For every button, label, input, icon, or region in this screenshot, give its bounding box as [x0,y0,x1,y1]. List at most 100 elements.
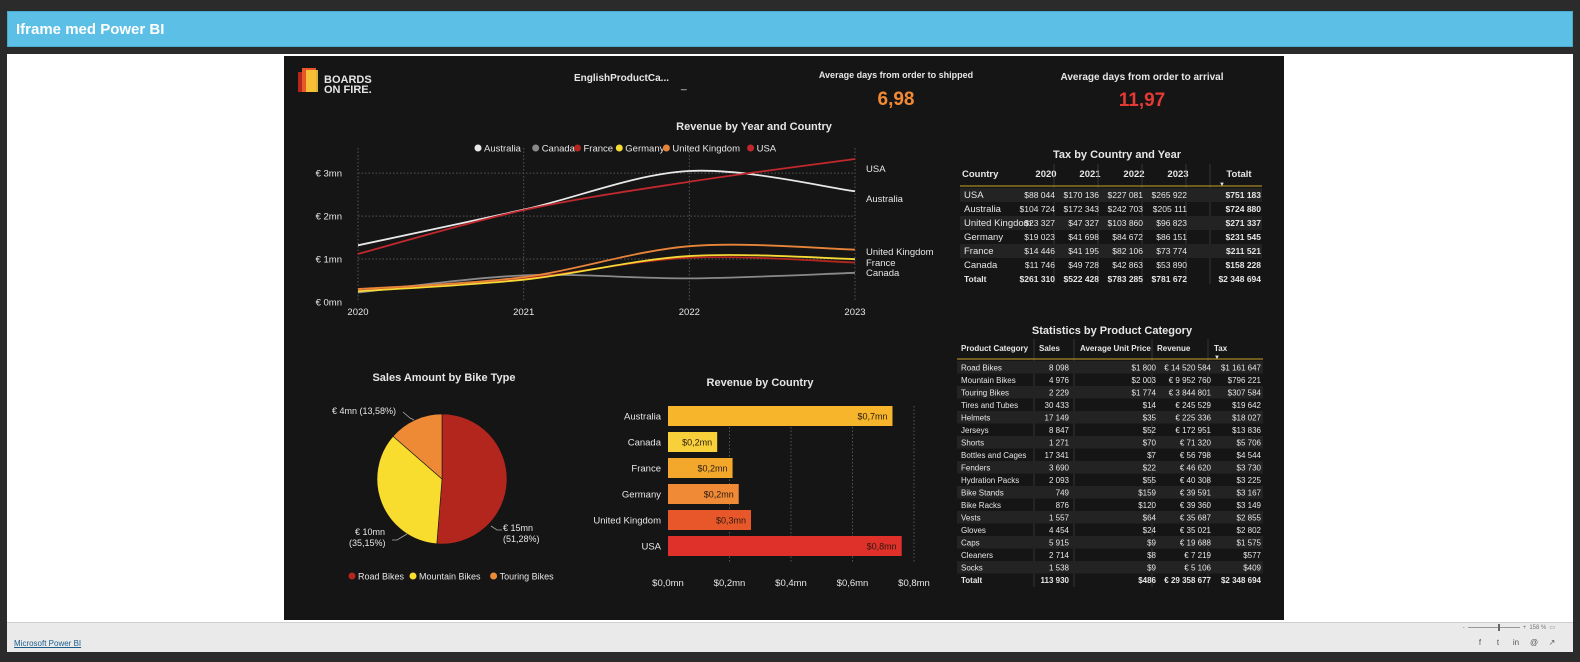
stats-cell-0-0: Road Bikes [961,364,1002,373]
stats-cell-8-3: € 46 620 [1180,464,1212,473]
pie-label-mountain-2: (35,15%) [349,538,386,548]
bar-data-label-2: $0,2mn [698,464,728,474]
tax-header-4: 2023 [1167,169,1188,180]
stats-cell-6-4: $5 706 [1237,439,1262,448]
stats-cell-2-2: $1 774 [1132,389,1157,398]
bar-chart[interactable]: $0,0mn $0,2mn $0,4mn $0,6mn $0,8mn Australia $… [593,406,930,589]
bar-x-tick-4: $0,8mn [898,578,930,589]
stats-cell-15-0: Cleaners [961,551,993,560]
tax-cell-0-1: $88 044 [1024,190,1055,200]
stats-cell-8-4: $3 730 [1237,464,1262,473]
tax-total-2: $522 428 [1064,274,1100,284]
tax-table-title: Tax by Country and Year [1053,149,1182,161]
pie-chart[interactable] [376,413,508,545]
stats-cell-15-4: $577 [1243,551,1261,560]
tax-cell-2-2: $47 327 [1068,218,1099,228]
fullscreen-icon[interactable]: ↗ [1548,638,1556,647]
facebook-icon[interactable]: f [1478,638,1482,647]
stats-cell-12-1: 1 557 [1049,514,1070,523]
stats-cell-14-4: $1 575 [1237,539,1262,548]
line-legend-label-5: USA [757,144,777,155]
tax-cell-2-1: $23 327 [1024,218,1055,228]
pie-label-road-1: € 15mn [503,523,533,533]
email-icon[interactable]: @ [1529,638,1539,647]
tax-cell-4-5: $211 521 [1226,246,1261,256]
stats-cell-9-0: Hydration Packs [961,476,1019,485]
tax-cell-0-0: USA [964,190,984,201]
pie-legend-marker-2 [490,572,498,580]
kpi-arrival-label: Average days from order to arrival [1060,72,1223,83]
pie-legend-marker-0 [348,572,356,580]
stats-cell-16-2: $9 [1147,564,1156,573]
tax-cell-1-5: $724 880 [1226,204,1262,214]
stats-cell-7-3: € 56 798 [1180,451,1212,460]
twitter-icon[interactable]: t [1496,638,1500,647]
tax-cell-0-5: $751 183 [1226,190,1262,200]
stats-cell-16-4: $409 [1243,564,1261,573]
slicer-value[interactable]: _ [680,80,687,91]
stats-cell-7-1: 17 341 [1045,451,1070,460]
line-series-australia [357,169,856,247]
iframe-container: BOARDS ON FIRE. EnglishProductCa... _ Av… [7,54,1573,622]
bar-data-label-1: $0,2mn [682,438,712,448]
stats-cell-11-3: € 39 360 [1180,501,1212,510]
pie-legend-marker-1 [409,572,417,580]
tax-cell-3-3: $84 672 [1112,232,1143,242]
tax-cell-1-3: $242 703 [1108,204,1144,214]
zoom-out-icon[interactable]: - [1462,624,1465,631]
pie-legend-label-2: Touring Bikes [500,572,555,582]
tax-cell-4-3: $82 106 [1112,246,1143,256]
stats-row-bg-10 [957,486,1263,499]
stats-cell-3-3: € 245 529 [1175,401,1211,410]
powerbi-link[interactable]: Microsoft Power BI [14,639,82,648]
tax-cell-1-1: $104 724 [1020,204,1056,214]
logo-line2: ON FIRE. [324,84,372,96]
zoom-slider[interactable] [1467,624,1520,631]
line-chart[interactable]: € 0mn € 1mn € 2mn € 3mn 2020 2021 2022 2023 USA A… [316,148,934,318]
tax-header-3: 2022 [1123,169,1144,180]
stats-cell-2-0: Touring Bikes [961,389,1009,398]
stats-cell-0-4: $1 161 647 [1221,364,1262,373]
stats-cell-5-0: Jerseys [961,426,989,435]
report-canvas: BOARDS ON FIRE. EnglishProductCa... _ Av… [298,68,1263,589]
linkedin-icon[interactable]: in [1512,638,1520,647]
stats-cell-14-0: Caps [961,539,980,548]
stats-cell-5-1: 8 847 [1049,426,1070,435]
pie-chart-title: Sales Amount by Bike Type [372,372,515,384]
stats-table[interactable]: Product Category Sales Average Unit Price R… [957,339,1263,587]
stats-cell-14-1: 5 915 [1049,539,1070,548]
bar-category-5: USA [641,542,661,553]
stats-row-bg-12 [957,511,1263,524]
stats-cell-5-3: € 172 951 [1175,426,1211,435]
tax-table[interactable]: Country 2020 2021 2022 2023 Totalt▼USA $88 044… [960,164,1262,284]
zoom-level: 158 % [1529,624,1547,631]
stats-cell-3-0: Tires and Tubes [961,401,1018,410]
stats-cell-9-1: 2 093 [1049,476,1070,485]
bar-canada [668,432,718,452]
stats-total-0: Totalt [961,576,983,585]
bar-category-0: Australia [624,412,662,423]
stats-cell-6-3: € 71 320 [1180,439,1212,448]
line-x-tick-2: 2022 [679,307,700,318]
pie-label-touring: € 4mn (13,58%) [332,406,396,416]
stats-cell-14-2: $9 [1147,539,1156,548]
zoom-in-icon[interactable]: + [1522,624,1527,631]
tax-cell-3-4: $86 151 [1156,232,1187,242]
line-legend-marker-4 [662,144,670,152]
bar-germany [668,484,739,504]
pie-slice-mountain-bikes [376,435,443,545]
zoom-control[interactable]: - + 158 % ▭ [1463,624,1555,631]
stats-cell-11-2: $120 [1138,501,1156,510]
fit-page-icon[interactable]: ▭ [1549,625,1555,631]
pie-legend-label-1: Mountain Bikes [419,572,481,582]
powerbi-report[interactable]: BOARDS ON FIRE. EnglishProductCa... _ Av… [284,56,1284,620]
logo-line1: BOARDS [324,74,372,86]
stats-cell-1-3: € 9 952 760 [1169,376,1212,385]
stats-header-2: Average Unit Price [1080,344,1151,353]
line-legend-marker-0 [474,144,482,152]
stats-cell-9-3: € 40 308 [1180,476,1212,485]
tax-row-bg-4 [960,244,1262,258]
tax-total-0: Totalt [964,274,987,284]
stats-cell-2-1: 2 229 [1049,389,1070,398]
zoom-slider-knob[interactable] [1497,624,1500,631]
